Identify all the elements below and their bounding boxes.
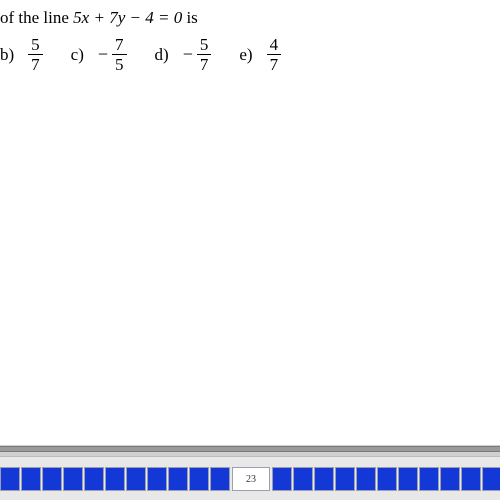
choice-b: b) 5 7 <box>0 36 43 73</box>
slide-slot[interactable] <box>189 467 209 491</box>
slide-thumbnails-left <box>0 467 231 491</box>
page-number: 23 <box>246 474 256 485</box>
slide-slot[interactable] <box>63 467 83 491</box>
fraction-denominator: 7 <box>197 55 212 73</box>
fraction-numerator: 4 <box>267 36 282 55</box>
slide-slot[interactable] <box>440 467 460 491</box>
slide-slot[interactable] <box>398 467 418 491</box>
slide-slot[interactable] <box>168 467 188 491</box>
fraction-numerator: 5 <box>28 36 43 55</box>
slide-slot[interactable] <box>105 467 125 491</box>
slide-thumbnails-right <box>272 467 500 491</box>
choice-label: d) <box>155 45 169 65</box>
fraction-numerator: 5 <box>197 36 212 55</box>
choice-label: c) <box>71 45 84 65</box>
question-equation: 5x + 7y − 4 = 0 <box>73 8 182 27</box>
choice-label: b) <box>0 45 14 65</box>
page-number-box[interactable]: 23 <box>232 467 270 491</box>
choice-label: e) <box>239 45 252 65</box>
slide-slot[interactable] <box>21 467 41 491</box>
slide-slot[interactable] <box>377 467 397 491</box>
slide-slot[interactable] <box>293 467 313 491</box>
slide-slot[interactable] <box>126 467 146 491</box>
choice-value: − 7 5 <box>98 36 127 73</box>
slide-toolbar: 23 <box>0 456 500 500</box>
slide-slot[interactable] <box>314 467 334 491</box>
minus-sign: − <box>98 44 108 65</box>
minus-sign: − <box>183 44 193 65</box>
pane-divider[interactable] <box>0 446 500 452</box>
slide-slot[interactable] <box>147 467 167 491</box>
choice-value: − 5 7 <box>183 36 212 73</box>
choice-c: c) − 7 5 <box>71 36 127 73</box>
question-prefix: of the line <box>0 8 73 27</box>
slide-slot[interactable] <box>84 467 104 491</box>
choice-value: 5 7 <box>28 36 43 73</box>
choice-e: e) 4 7 <box>239 36 281 73</box>
fraction-denominator: 7 <box>267 55 282 73</box>
choice-value: 4 7 <box>267 36 282 73</box>
answer-row: b) 5 7 c) − 7 5 d) − <box>0 36 309 73</box>
document-page: of the line 5x + 7y − 4 = 0 is b) 5 7 c)… <box>0 0 500 445</box>
slide-slot[interactable] <box>42 467 62 491</box>
slide-slot[interactable] <box>482 467 500 491</box>
fraction-numerator: 7 <box>112 36 127 55</box>
slide-slot[interactable] <box>419 467 439 491</box>
slide-slot[interactable] <box>210 467 230 491</box>
slide-slot[interactable] <box>272 467 292 491</box>
choice-d: d) − 5 7 <box>155 36 212 73</box>
slide-slot[interactable] <box>356 467 376 491</box>
fraction-denominator: 5 <box>112 55 127 73</box>
slide-slot[interactable] <box>335 467 355 491</box>
slide-slot[interactable] <box>0 467 20 491</box>
question-suffix: is <box>186 8 197 27</box>
question-text: of the line 5x + 7y − 4 = 0 is <box>0 8 198 28</box>
fraction-denominator: 7 <box>28 55 43 73</box>
slide-slot[interactable] <box>461 467 481 491</box>
